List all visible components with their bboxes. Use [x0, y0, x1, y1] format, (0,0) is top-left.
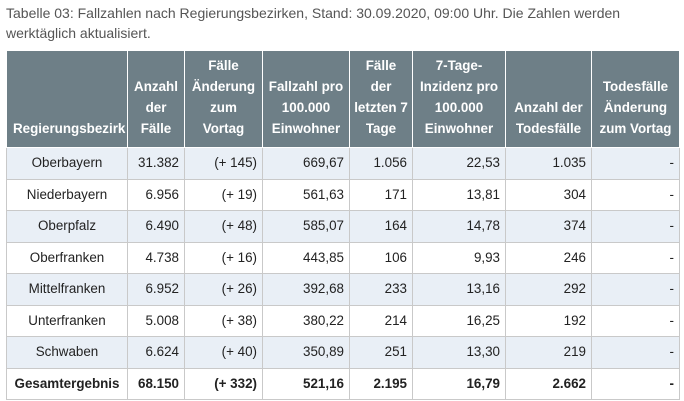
cell-todesfaelle-aenderung: - — [591, 178, 680, 211]
cell-todesfaelle-aenderung: - — [591, 273, 680, 306]
header-anzahl-faelle: Anzahl der Fälle — [127, 50, 185, 148]
header-todesfaelle-aenderung: Todesfälle Änderung zum Vortag — [591, 50, 680, 148]
cell-faelle-7-tage: 2.195 — [349, 367, 413, 400]
cell-faelle-7-tage: 164 — [349, 210, 413, 243]
cell-faelle-aenderung: (+ 48) — [184, 210, 263, 243]
cell-faelle-7-tage: 233 — [349, 273, 413, 306]
cell-anzahl-todesfaelle: 304 — [505, 178, 592, 211]
header-row: Regierungsbezirk Anzahl der Fälle Fälle … — [6, 50, 680, 148]
cell-faelle-aenderung: (+ 145) — [184, 147, 263, 180]
table-row: Oberbayern 31.382 (+ 145) 669,67 1.056 22,53 1… — [6, 147, 680, 180]
table-row: Oberfranken 4.738 (+ 16) 443,85 106 9,93 246- — [6, 241, 680, 274]
cell-faelle-aenderung: (+ 38) — [184, 304, 263, 337]
case-table: Regierungsbezirk Anzahl der Fälle Fälle … — [6, 50, 680, 400]
cell-7-tage-inzidenz: 13,81 — [412, 178, 506, 211]
cell-anzahl-faelle: 6.956 — [127, 178, 185, 211]
cell-regierungsbezirk: Unterfranken — [6, 304, 128, 337]
cell-7-tage-inzidenz: 13,16 — [412, 273, 506, 306]
cell-faelle-7-tage: 106 — [349, 241, 413, 274]
cell-anzahl-todesfaelle: 374 — [505, 210, 592, 243]
cell-regierungsbezirk: Oberfranken — [6, 241, 128, 274]
cell-7-tage-inzidenz: 14,78 — [412, 210, 506, 243]
cell-regierungsbezirk: Schwaben — [6, 336, 128, 369]
cell-regierungsbezirk: Gesamtergebnis — [6, 367, 128, 400]
header-faelle-aenderung: Fälle Änderung zum Vortag — [184, 50, 263, 148]
cell-7-tage-inzidenz: 9,93 — [412, 241, 506, 274]
cell-anzahl-todesfaelle: 192 — [505, 304, 592, 337]
cell-todesfaelle-aenderung: - — [591, 336, 680, 369]
cell-anzahl-faelle: 6.490 — [127, 210, 185, 243]
cell-fallzahl-pro-100000: 443,85 — [262, 241, 350, 274]
cell-anzahl-faelle: 68.150 — [127, 367, 185, 400]
total-row: Gesamtergebnis 68.150 (+ 332) 521,16 2.195 16… — [6, 367, 680, 400]
cell-faelle-aenderung: (+ 16) — [184, 241, 263, 274]
cell-regierungsbezirk: Oberbayern — [6, 147, 128, 180]
cell-fallzahl-pro-100000: 380,22 — [262, 304, 350, 337]
cell-faelle-7-tage: 171 — [349, 178, 413, 211]
header-regierungsbezirk: Regierungsbezirk — [6, 50, 128, 148]
table-row: Unterfranken 5.008 (+ 38) 380,22 214 16,25 192… — [6, 304, 680, 337]
cell-todesfaelle-aenderung: - — [591, 304, 680, 337]
cell-fallzahl-pro-100000: 392,68 — [262, 273, 350, 306]
cell-faelle-aenderung: (+ 332) — [184, 367, 263, 400]
cell-anzahl-todesfaelle: 1.035 — [505, 147, 592, 180]
cell-fallzahl-pro-100000: 561,63 — [262, 178, 350, 211]
header-faelle-7-tage: Fälle der letzten 7 Tage — [349, 50, 413, 148]
cell-fallzahl-pro-100000: 521,16 — [262, 367, 350, 400]
cell-faelle-aenderung: (+ 26) — [184, 273, 263, 306]
header-anzahl-todesfaelle: Anzahl der Todesfälle — [505, 50, 592, 148]
cell-7-tage-inzidenz: 16,79 — [412, 367, 506, 400]
cell-fallzahl-pro-100000: 585,07 — [262, 210, 350, 243]
cell-todesfaelle-aenderung: - — [591, 241, 680, 274]
cell-anzahl-faelle: 6.952 — [127, 273, 185, 306]
cell-anzahl-faelle: 31.382 — [127, 147, 185, 180]
header-fallzahl-pro-100000: Fallzahl pro 100.000 Einwohner — [262, 50, 350, 148]
table-row: Oberpfalz 6.490 (+ 48) 585,07 164 14,78 374- — [6, 210, 680, 243]
cell-todesfaelle-aenderung: - — [591, 147, 680, 180]
cell-anzahl-faelle: 5.008 — [127, 304, 185, 337]
case-table-container: Regierungsbezirk Anzahl der Fälle Fälle … — [6, 50, 680, 400]
cell-fallzahl-pro-100000: 350,89 — [262, 336, 350, 369]
cell-anzahl-todesfaelle: 219 — [505, 336, 592, 369]
cell-anzahl-todesfaelle: 246 — [505, 241, 592, 274]
cell-faelle-7-tage: 1.056 — [349, 147, 413, 180]
cell-regierungsbezirk: Niederbayern — [6, 178, 128, 211]
cell-faelle-aenderung: (+ 19) — [184, 178, 263, 211]
cell-faelle-7-tage: 251 — [349, 336, 413, 369]
cell-fallzahl-pro-100000: 669,67 — [262, 147, 350, 180]
cell-anzahl-faelle: 6.624 — [127, 336, 185, 369]
cell-faelle-aenderung: (+ 40) — [184, 336, 263, 369]
cell-todesfaelle-aenderung: - — [591, 210, 680, 243]
cell-anzahl-todesfaelle: 2.662 — [505, 367, 592, 400]
cell-regierungsbezirk: Oberpfalz — [6, 210, 128, 243]
table-row: Niederbayern 6.956 (+ 19) 561,63 171 13,81 304… — [6, 178, 680, 211]
cell-anzahl-todesfaelle: 292 — [505, 273, 592, 306]
cell-todesfaelle-aenderung: - — [591, 367, 680, 400]
table-row: Schwaben 6.624 (+ 40) 350,89 251 13,30 219- — [6, 336, 680, 369]
cell-regierungsbezirk: Mittelfranken — [6, 273, 128, 306]
table-caption: Tabelle 03: Fallzahlen nach Regierungsbe… — [6, 5, 621, 41]
table-row: Mittelfranken 6.952 (+ 26) 392,68 233 13,16 29… — [6, 273, 680, 306]
cell-7-tage-inzidenz: 13,30 — [412, 336, 506, 369]
cell-anzahl-faelle: 4.738 — [127, 241, 185, 274]
cell-7-tage-inzidenz: 22,53 — [412, 147, 506, 180]
header-7-tage-inzidenz: 7-Tage-Inzidenz pro 100.000 Einwohner — [412, 50, 506, 148]
cell-faelle-7-tage: 214 — [349, 304, 413, 337]
cell-7-tage-inzidenz: 16,25 — [412, 304, 506, 337]
